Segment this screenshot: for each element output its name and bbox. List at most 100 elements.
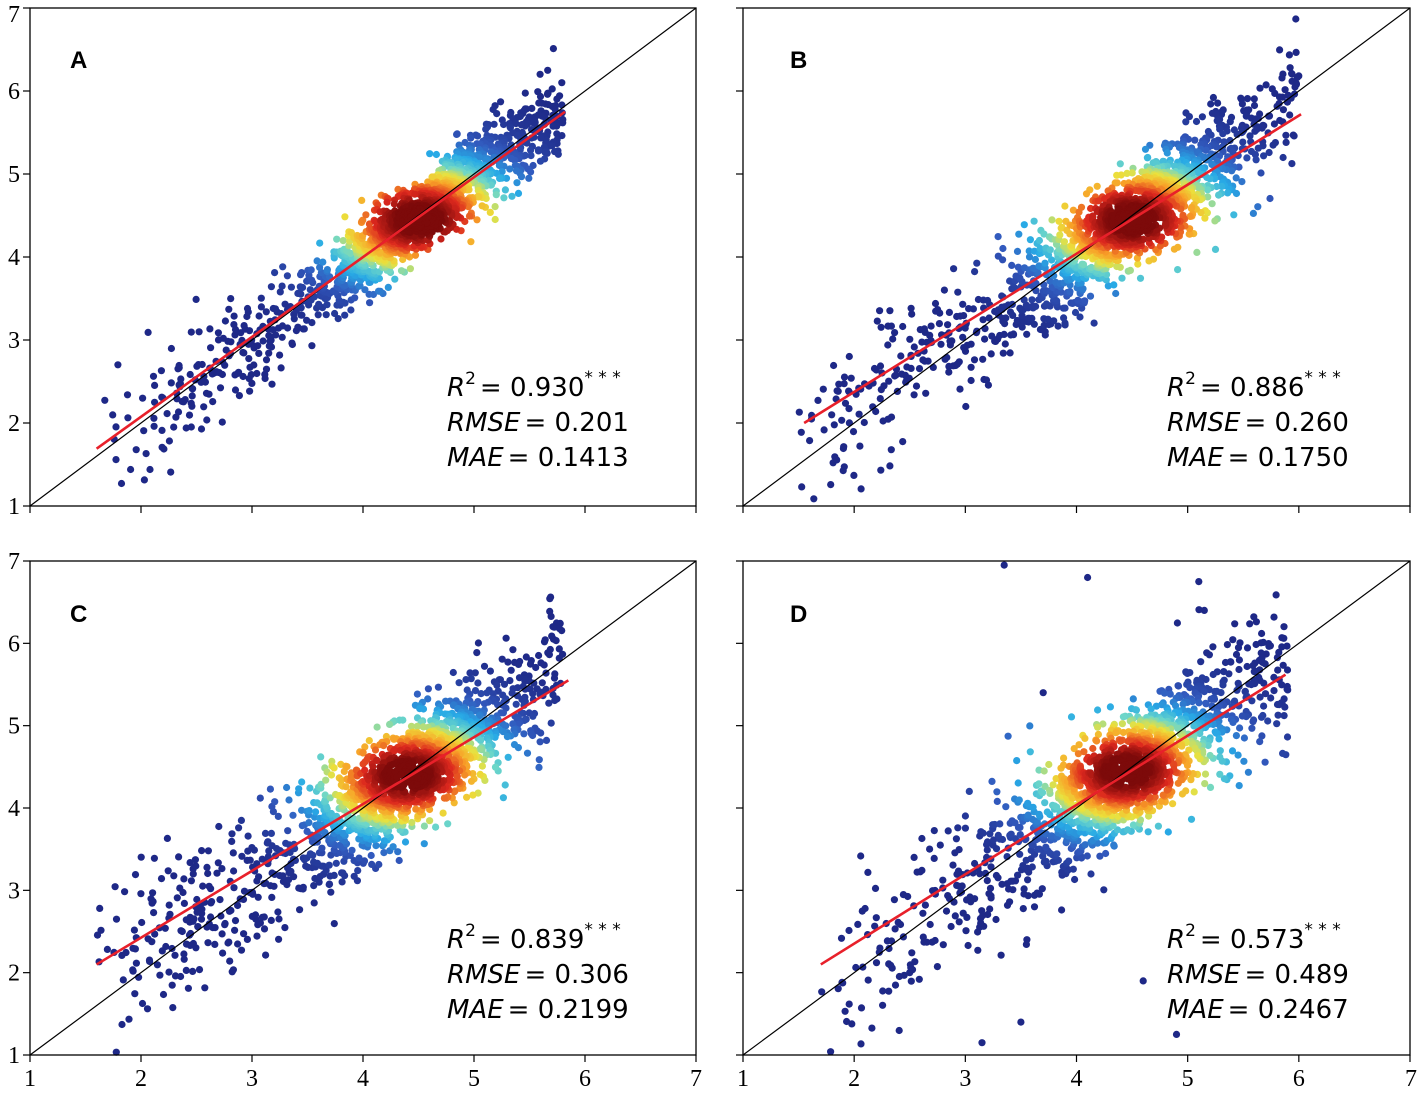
data-point: [251, 911, 260, 919]
data-point: [934, 306, 942, 314]
data-point: [960, 312, 968, 320]
data-point: [927, 322, 935, 330]
data-point: [490, 120, 498, 128]
data-point: [999, 244, 1007, 253]
data-point: [889, 335, 897, 343]
data-point: [1269, 141, 1277, 149]
data-point: [967, 340, 975, 348]
data-point: [1002, 314, 1010, 322]
data-point: [143, 1005, 152, 1013]
data-point: [1060, 314, 1068, 322]
data-point: [150, 422, 158, 430]
data-point: [354, 867, 362, 875]
y-tick-label: 5: [8, 162, 20, 188]
data-point: [540, 661, 548, 669]
data-point: [305, 807, 313, 815]
data-point: [227, 295, 235, 303]
data-point: [984, 296, 992, 305]
data-point: [954, 288, 962, 296]
data-point: [1275, 93, 1284, 101]
data-point: [262, 365, 271, 373]
rmse-label: RMSE: [447, 408, 521, 438]
data-point: [351, 294, 359, 302]
data-point: [1254, 203, 1262, 211]
data-point: [503, 733, 511, 741]
data-point: [166, 910, 174, 918]
data-point: [819, 385, 827, 393]
data-point: [482, 125, 490, 133]
data-point: [910, 343, 918, 351]
data-point: [401, 838, 410, 846]
data-point: [1061, 202, 1069, 210]
data-point: [937, 340, 945, 348]
data-point: [887, 322, 896, 330]
data-point: [509, 646, 517, 654]
data-point: [165, 901, 173, 909]
data-point: [267, 916, 275, 925]
data-point: [231, 386, 240, 394]
y-tick-label: 3: [8, 328, 20, 354]
data-point: [514, 660, 523, 669]
data-point: [1230, 211, 1238, 219]
data-point: [188, 392, 196, 400]
data-point: [366, 299, 374, 307]
data-point: [216, 384, 225, 392]
data-point: [368, 860, 376, 869]
data-point: [1040, 281, 1048, 289]
data-point: [185, 411, 194, 419]
data-point: [267, 829, 275, 838]
data-point: [310, 899, 318, 907]
data-point: [1252, 156, 1260, 164]
data-point: [1149, 255, 1158, 263]
data-point: [840, 380, 848, 388]
data-point: [1192, 117, 1201, 126]
data-point: [260, 925, 269, 933]
data-point: [158, 443, 166, 451]
data-point: [231, 926, 239, 934]
data-point: [959, 300, 967, 308]
y-tick-label: 7: [8, 2, 20, 28]
data-point: [373, 723, 381, 731]
data-point: [1110, 281, 1118, 289]
data-point: [322, 776, 330, 784]
data-point: [1028, 296, 1036, 304]
data-point: [131, 990, 139, 998]
data-point: [278, 333, 286, 341]
data-point: [558, 79, 566, 87]
data-point: [527, 126, 536, 134]
data-point: [319, 258, 327, 266]
data-point: [536, 738, 544, 746]
data-point: [117, 479, 126, 488]
data-point: [391, 275, 399, 283]
data-point: [299, 883, 307, 891]
data-point: [375, 860, 383, 869]
data-point: [235, 368, 243, 376]
data-point: [170, 872, 178, 880]
data-point: [840, 443, 848, 451]
data-point: [467, 238, 475, 246]
data-point: [477, 736, 485, 745]
data-point: [226, 957, 234, 965]
data-point: [139, 394, 147, 402]
data-point: [810, 495, 818, 503]
data-point: [542, 736, 551, 745]
data-point: [211, 940, 219, 949]
data-point: [230, 321, 238, 329]
data-point: [514, 189, 523, 197]
data-point: [1282, 131, 1290, 139]
data-point: [182, 966, 190, 975]
r2-superscript: 2: [465, 369, 476, 389]
data-point: [149, 889, 157, 897]
data-point: [397, 267, 406, 275]
data-point: [1093, 182, 1101, 190]
data-point: [371, 746, 380, 754]
data-point: [151, 381, 159, 389]
data-point: [144, 328, 152, 336]
data-point: [428, 173, 436, 181]
data-point: [494, 701, 502, 709]
data-point: [355, 854, 363, 862]
data-point: [269, 326, 277, 334]
data-point: [283, 272, 291, 280]
data-point: [164, 867, 172, 875]
data-point: [195, 966, 204, 974]
